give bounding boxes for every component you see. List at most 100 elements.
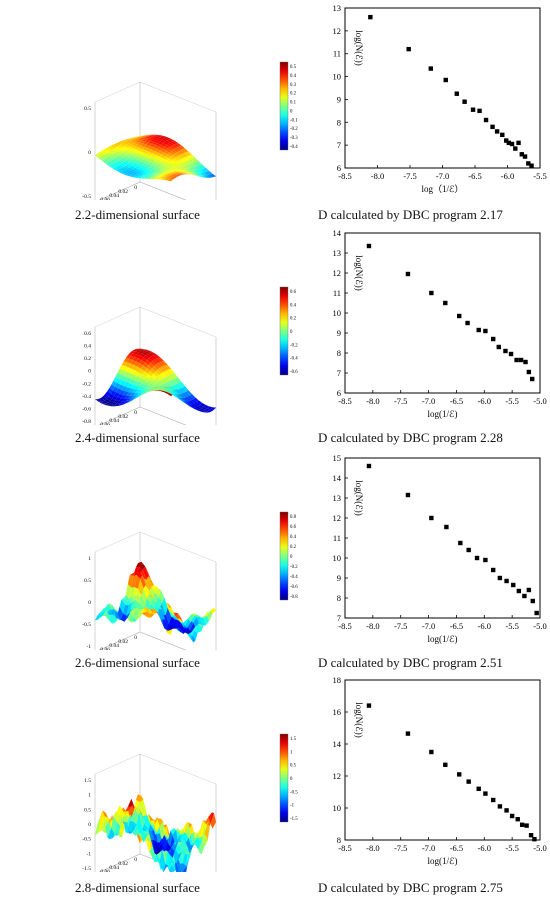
data-point <box>497 804 503 809</box>
y-axis-tick-label: 0.04 <box>109 193 119 199</box>
surface-facet <box>117 141 123 145</box>
data-point <box>514 357 519 363</box>
surface-facet <box>188 613 194 623</box>
surface-facet <box>126 392 133 396</box>
surface-facet <box>185 852 192 866</box>
surface-facet <box>125 355 132 359</box>
surface-facet <box>176 164 183 168</box>
surface-facet <box>159 366 165 373</box>
surface-facet <box>105 405 111 407</box>
surface-facet <box>160 143 167 147</box>
surface-facet <box>106 151 113 157</box>
surface-facet <box>200 172 207 176</box>
z-tick-label: -1 <box>86 644 91 650</box>
y-tick-label: 13 <box>333 248 342 258</box>
z-tick-label: -0.5 <box>82 837 91 843</box>
surface-facet <box>173 143 180 147</box>
surface-facet <box>181 170 187 173</box>
y-axis-tick-label: 0.02 <box>118 414 128 420</box>
data-point <box>526 587 532 593</box>
surface-facet <box>142 566 149 580</box>
surface-mesh <box>95 794 216 872</box>
z-tick-label: -0.4 <box>82 394 91 400</box>
surface-facet <box>140 135 147 137</box>
surface-facet <box>150 168 157 171</box>
surface-facet <box>151 366 158 372</box>
surface-facet <box>119 168 126 171</box>
y-tick-label: 8 <box>337 835 341 845</box>
y-tick-label: 18 <box>333 675 342 685</box>
data-point <box>518 357 524 363</box>
surface-facet <box>205 171 211 175</box>
surface-facet <box>145 169 151 172</box>
surface-facet <box>159 154 166 159</box>
surface-facet <box>148 176 155 178</box>
surface-facet <box>169 864 176 872</box>
surface-facet <box>169 616 175 629</box>
x-tick-label: -7.5 <box>403 171 416 181</box>
surface-facet <box>101 396 107 401</box>
surface-facet <box>161 158 167 162</box>
y-tick-label: 12 <box>333 771 342 781</box>
surface-facet <box>186 164 192 168</box>
surface-facet <box>112 153 118 158</box>
surface-facet <box>114 392 120 398</box>
surface-facet <box>127 151 133 157</box>
surface-facet <box>136 588 142 597</box>
surface-facet <box>179 145 185 149</box>
surface-facet <box>210 407 216 410</box>
data-point <box>497 575 503 581</box>
surface-facet <box>187 621 194 631</box>
x-tick-label: -7.0 <box>422 396 435 406</box>
surface-facet <box>116 378 123 385</box>
x-tick-label: -6.0 <box>501 171 514 181</box>
x-tick-label: -5.0 <box>533 843 546 853</box>
surface-facet <box>112 833 119 839</box>
surface-facet <box>154 358 161 363</box>
surface-facet <box>137 157 144 162</box>
surface-facet <box>114 161 121 166</box>
y-axis-tick-label: 0.02 <box>118 189 128 195</box>
z-tick-label: -0.2 <box>82 381 91 387</box>
surface-facet <box>119 599 126 614</box>
surface-facet <box>105 162 111 166</box>
surface-facet <box>153 602 160 612</box>
surface-facet <box>127 574 134 588</box>
y-axis-tick-label: 0.04 <box>109 418 119 424</box>
y-tick-label: 12 <box>333 268 342 278</box>
surface-facet <box>156 375 163 381</box>
surface-facet <box>176 394 182 399</box>
y-tick-label: 8 <box>337 117 341 127</box>
surface-facet <box>146 171 153 174</box>
data-point <box>513 146 518 151</box>
surface-facet <box>171 149 177 154</box>
surface-facet <box>198 404 204 409</box>
surface-facet <box>125 141 131 144</box>
axis-top <box>94 753 217 785</box>
colorbar-tick-label: 0.4 <box>290 535 297 540</box>
surface-facet <box>120 370 127 376</box>
data-point <box>366 703 372 708</box>
surface-facet <box>170 167 177 170</box>
x-tick-label: -8.0 <box>366 621 379 631</box>
surface-facet <box>176 150 183 155</box>
surface-facet <box>151 163 157 167</box>
data-point <box>522 593 527 599</box>
surface-facet <box>155 386 161 390</box>
surface-facet <box>102 154 109 159</box>
surface-facet <box>123 400 130 404</box>
colorbar-tick-label: -0.6 <box>290 370 298 375</box>
x-tick-label: -6.5 <box>450 843 463 853</box>
surface-facet <box>109 384 115 391</box>
surface-facet <box>178 858 184 872</box>
surface-facet <box>167 152 173 157</box>
surface-facet <box>167 624 173 629</box>
x-tick-label: -6.5 <box>450 621 463 631</box>
colorbar-tick-label: 0.4 <box>290 74 297 79</box>
surface-facet <box>134 165 141 170</box>
x-tick-label: -7.5 <box>394 621 407 631</box>
colorbar-tick-label: 0 <box>290 777 293 782</box>
surface-facet <box>191 166 198 171</box>
surface-facet <box>140 391 146 395</box>
surface-facet <box>148 362 154 369</box>
